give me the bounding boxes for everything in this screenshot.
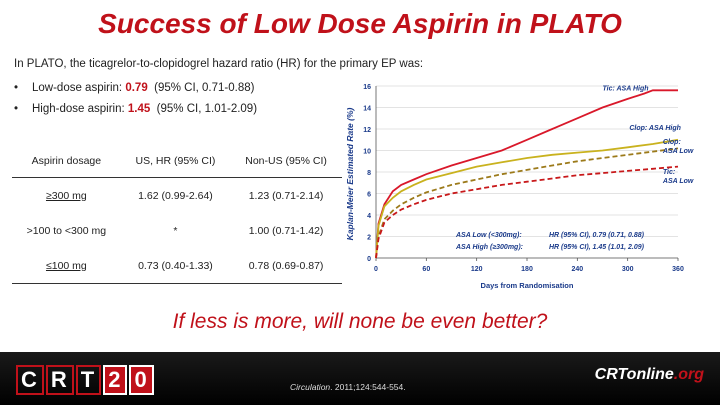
table-cell: ≥300 mg [45,189,87,202]
slide-title: Success of Low Dose Aspirin in PLATO [98,8,622,39]
series-label: Tic: [663,169,675,176]
annotation-high-hr: HR (95% CI), 1.45 (1.01, 2.09) [549,244,645,251]
table-header: Aspirin dosage [12,145,121,178]
series-line-tic-asa-low [375,165,679,259]
dose-hr-table: Aspirin dosage US, HR (95% CI) Non-US (9… [12,145,342,284]
series-line-tic-asa-high [375,89,678,259]
logo-letter: T [75,365,102,395]
annotation-high-label: ASA High (≥300mg): [455,244,523,251]
km-chart: 0 2 4 6 8 10 12 14 16 0 60 120 180 240 300 360 Tic: ASA… [345,84,694,290]
y-tick-label: 6 [367,192,371,199]
x-tick-label: 180 [521,266,533,273]
y-tick-label: 4 [367,213,371,220]
table-header-row: Aspirin dosage US, HR (95% CI) Non-US (9… [12,145,342,178]
table-row: ≤100 mg 0.73 (0.40-1.33) 0.78 (0.69-0.87… [12,248,342,284]
table-row: >100 to <300 mg * 1.00 (0.71-1.42) [12,213,342,248]
y-tick-label: 16 [363,84,371,91]
table-cell: 0.78 (0.69-0.87) [230,248,342,284]
x-tick-label: 360 [672,266,684,273]
table-cell: 1.23 (0.71-2.14) [248,189,324,202]
table-cell: >100 to <300 mg [26,224,107,237]
x-tick-label: 240 [571,266,583,273]
table-header: US, HR (95% CI) [120,145,231,178]
x-axis-label: Days from Randomisation [481,281,574,290]
y-tick-label: 8 [367,170,371,177]
bullet-high-value: 1.45 [127,103,151,115]
series-line-clop-asa-low [375,147,679,259]
bullet-low-value: 0.79 [125,82,148,94]
bullet-high-dose: • High-dose aspirin: 1.45 (95% CI, 1.01-2… [14,103,257,115]
series-label: Clop: [663,139,681,146]
series-label: Clop: ASA High [629,125,681,132]
table-cell: 0.73 (0.40-1.33) [120,248,231,284]
bullet-low-ci: (95% CI, 0.71-0.88) [147,82,255,94]
logo-letter: C [16,365,44,395]
annotation-low-hr: HR (95% CI), 0.79 (0.71, 0.88) [549,232,645,239]
series-label: Tic: ASA High [603,85,649,92]
y-tick-label: 2 [367,235,371,242]
citation: Circulation. 2011;124:544-554. [290,382,406,392]
logo-main: CRTonline [594,366,674,383]
y-axis-label: Kaplan-Meier Estimated Rate (%) [345,107,355,240]
logo-digit: 2 [103,365,128,395]
y-tick-label: 0 [367,256,371,263]
series-line-clop-asa-high [375,138,679,259]
logo-letter: R [45,365,74,395]
table-row: ≥300 mg 1.62 (0.99-2.64) 1.23 (0.71-2.14… [12,178,342,214]
closing-question: If less is more, will none be even bette… [172,310,548,333]
logo-digit: 0 [129,365,154,395]
citation-details: . 2011;124:544-554. [330,382,406,392]
table-cell: ≤100 mg [12,248,121,284]
table-cell: 1.62 (0.99-2.64) [138,189,213,202]
intro-text: In PLATO, the ticagrelor-to-clopidogrel … [14,58,424,70]
y-tick-label: 10 [363,149,371,156]
y-tick-label: 12 [363,127,371,134]
crtonline-logo: CRTonline.org [595,366,704,384]
series-label: ASA Low [662,148,694,155]
table-cell: * [173,224,178,237]
citation-journal: Circulation [290,382,331,392]
bullet-high-prefix: High-dose aspirin: [32,103,128,115]
y-tick-label: 14 [363,106,371,113]
bullet-low-prefix: Low-dose aspirin: [32,82,126,94]
series-label: ASA Low [662,178,694,185]
table-cell: 1.00 (0.71-1.42) [248,224,324,237]
bullet-marker: • [14,82,19,94]
x-tick-label: 60 [422,266,430,273]
bullet-high-ci: (95% CI, 1.01-2.09) [150,103,258,115]
x-tick-label: 300 [622,266,634,273]
annotation-low-label: ASA Low (<300mg): [455,232,522,239]
bullet-marker: • [14,103,19,115]
bullet-low-dose: • Low-dose aspirin: 0.79 (95% CI, 0.71-0.… [14,82,254,94]
x-tick-label: 120 [471,266,483,273]
x-tick-label: 0 [374,266,378,273]
table-header: Non-US (95% CI) [230,145,342,178]
logo-suffix: .org [673,366,704,383]
